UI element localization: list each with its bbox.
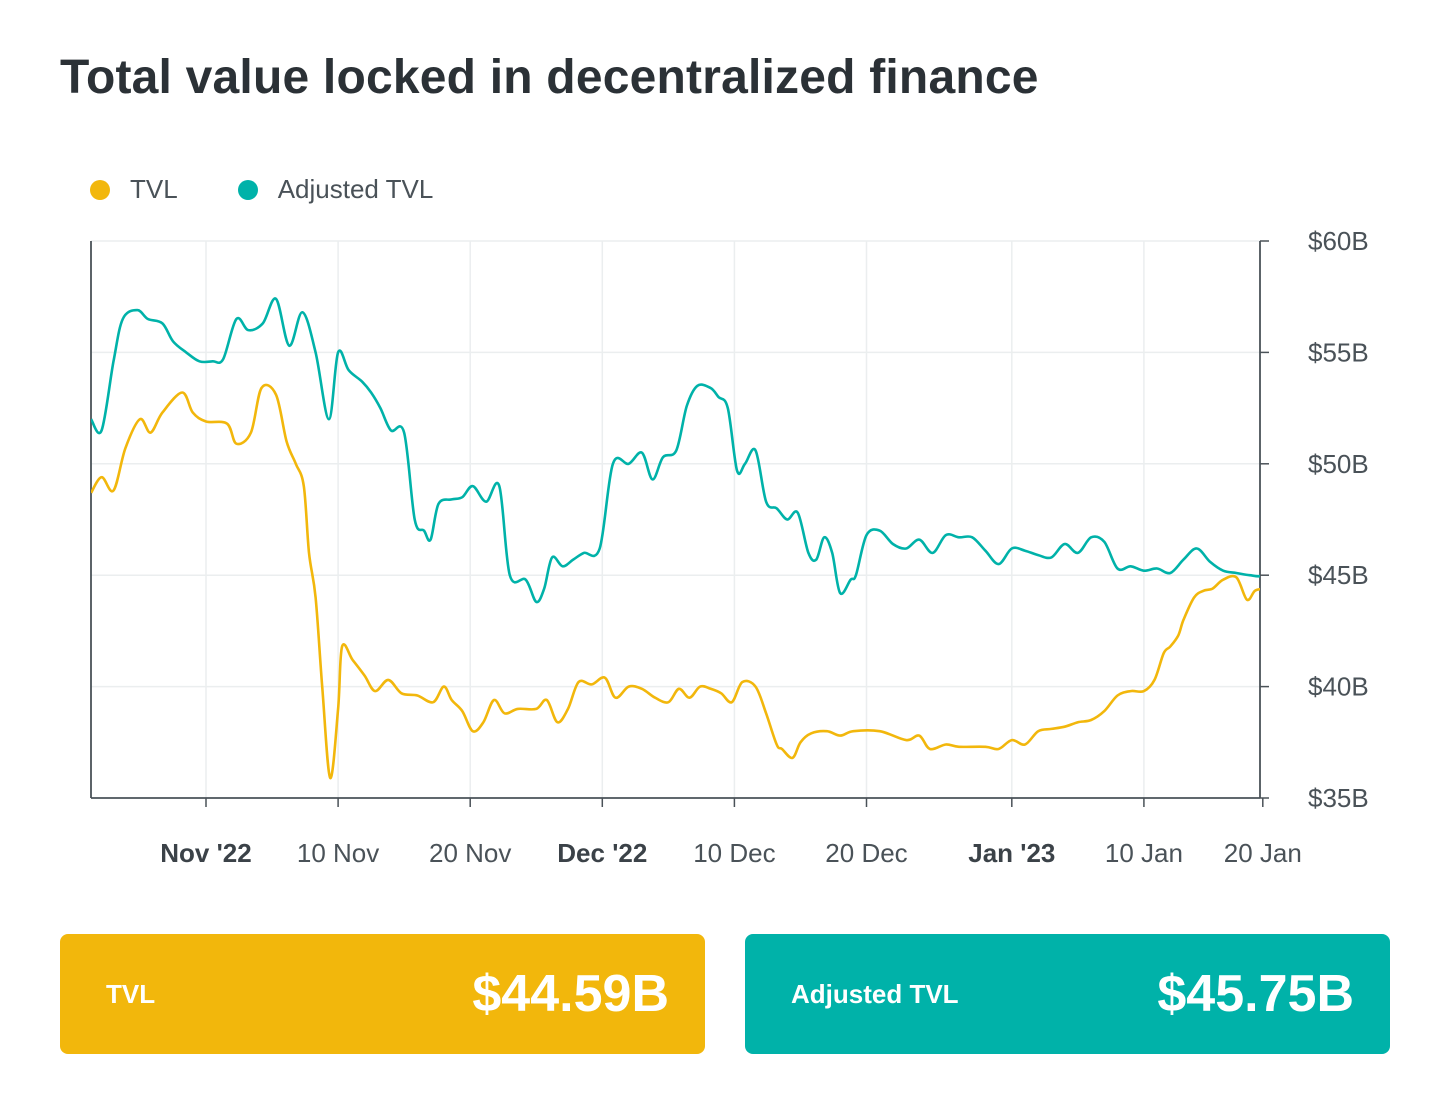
x-tick-label: Dec '22 (557, 838, 647, 868)
legend: TVL Adjusted TVL (90, 174, 493, 205)
chart-title: Total value locked in decentralized fina… (60, 51, 1039, 104)
x-tick-label: 20 Dec (825, 838, 907, 868)
tvl-series-line (91, 383, 1260, 780)
legend-item-adjusted-tvl[interactable]: Adjusted TVL (237, 174, 434, 205)
y-tick-label: $60B (1308, 226, 1369, 256)
y-tick-label: $35B (1308, 783, 1369, 813)
legend-tvl-label: TVL (130, 174, 178, 204)
legend-tvl-dot-icon (90, 179, 110, 200)
x-tick-label: 20 Jan (1224, 838, 1302, 868)
line-chart: $60B $55B $50B $45B $40B $35B Nov '22 10 Nov 20 … (90, 226, 1369, 868)
x-tick-label: Nov '22 (160, 838, 251, 868)
adjusted-tvl-summary-card: Adjusted TVL $45.75B (745, 934, 1390, 1054)
tvl-card-value: $44.59B (472, 965, 669, 1023)
legend-item-tvl[interactable]: TVL (90, 174, 178, 205)
x-tick-label: 10 Dec (693, 838, 775, 868)
x-tick-label: 10 Nov (297, 838, 379, 868)
legend-adjusted-tvl-dot-icon (237, 179, 258, 200)
adjusted-tvl-card-value: $45.75B (1157, 965, 1354, 1023)
y-tick-label: $55B (1308, 337, 1369, 367)
adjusted-tvl-series-line (91, 297, 1260, 604)
y-tick-label: $40B (1308, 672, 1369, 702)
tvl-summary-card: TVL $44.59B (60, 934, 705, 1054)
tvl-card-label: TVL (106, 978, 156, 1009)
y-tick-label: $50B (1308, 449, 1369, 479)
legend-adjusted-tvl-label: Adjusted TVL (277, 174, 434, 204)
x-tick-label: Jan '23 (968, 838, 1055, 868)
adjusted-tvl-card-label: Adjusted TVL (791, 978, 959, 1009)
x-tick-label: 20 Nov (429, 838, 511, 868)
x-tick-label: 10 Jan (1105, 838, 1183, 868)
y-tick-label: $45B (1308, 560, 1369, 590)
